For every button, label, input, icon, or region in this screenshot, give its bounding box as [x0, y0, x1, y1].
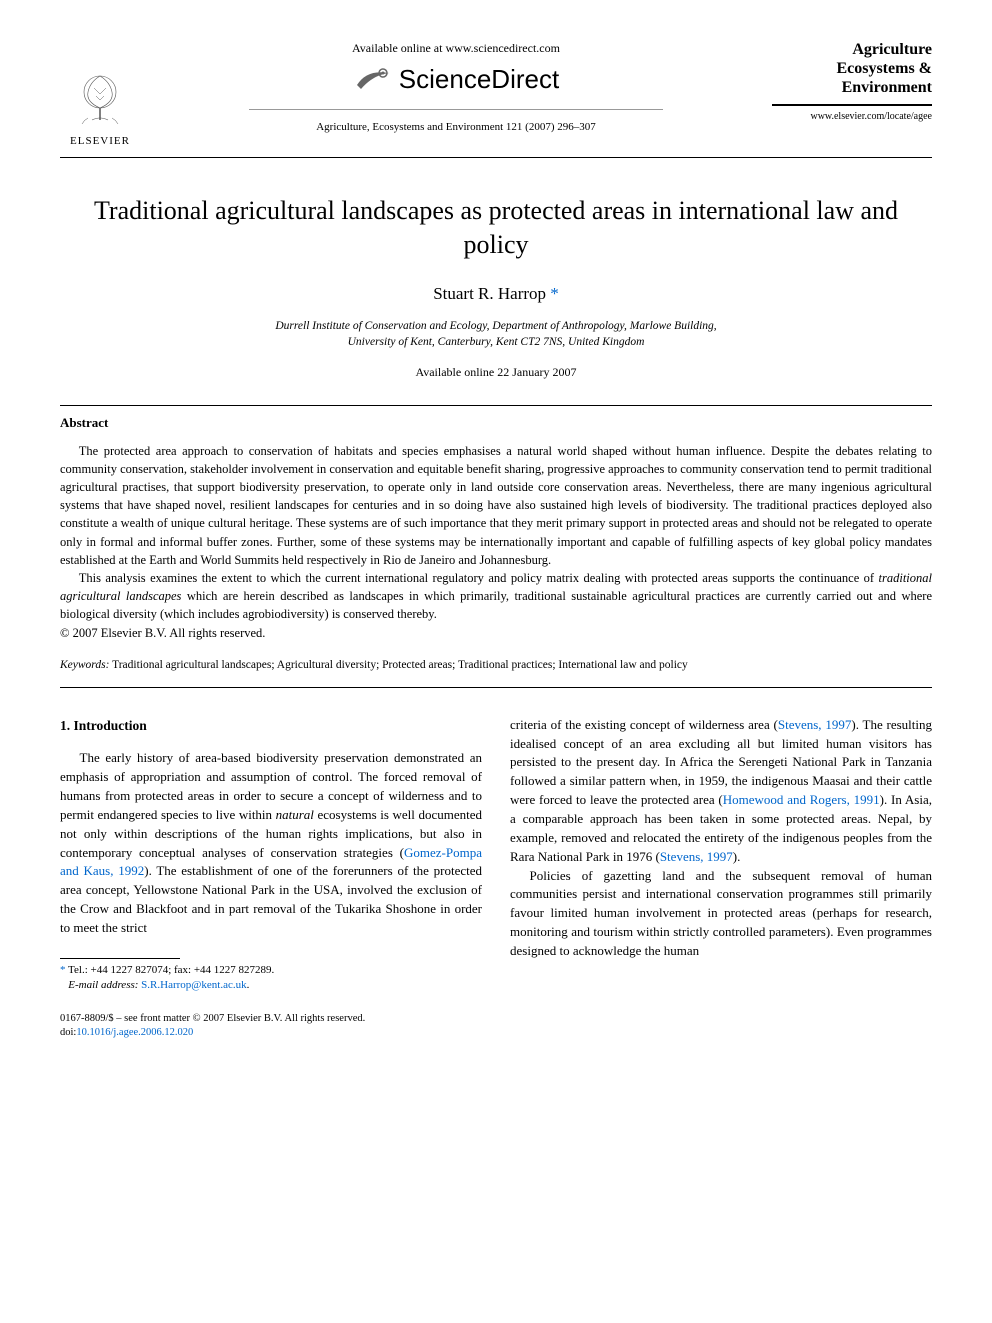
column-left: 1. Introduction The early history of are…: [60, 716, 482, 1041]
citation-link[interactable]: Homewood and Rogers, 1991: [723, 792, 880, 807]
available-online-text: Available online at www.sciencedirect.co…: [160, 40, 752, 57]
footer-doi: doi:10.1016/j.agee.2006.12.020: [60, 1026, 482, 1041]
journal-title-line: Ecosystems &: [772, 59, 932, 78]
section-1-heading: 1. Introduction: [60, 716, 482, 736]
header-rule: [249, 109, 663, 110]
keywords-text: Traditional agricultural landscapes; Agr…: [109, 659, 687, 671]
abstract-bottom-rule: [60, 687, 932, 688]
footnote-block: * Tel.: +44 1227 827074; fax: +44 1227 8…: [60, 963, 482, 994]
email-link[interactable]: S.R.Harrop@kent.ac.uk: [141, 979, 246, 991]
abstract-para-2: This analysis examines the extent to whi…: [60, 569, 932, 623]
keywords-label: Keywords:: [60, 659, 109, 671]
footnote-email: E-mail address: S.R.Harrop@kent.ac.uk.: [60, 978, 482, 993]
footnote-rule: [60, 958, 180, 959]
abstract-copyright: © 2007 Elsevier B.V. All rights reserved…: [60, 625, 932, 643]
abstract-body: The protected area approach to conservat…: [60, 442, 932, 623]
journal-block: Agriculture Ecosystems & Environment www…: [772, 40, 932, 124]
journal-title: Agriculture Ecosystems & Environment: [772, 40, 932, 106]
citation-link[interactable]: Stevens, 1997: [778, 717, 852, 732]
citation-link[interactable]: Stevens, 1997: [660, 849, 733, 864]
journal-title-line: Environment: [772, 78, 932, 97]
citation-line: Agriculture, Ecosystems and Environment …: [160, 120, 752, 135]
sciencedirect-text: ScienceDirect: [399, 61, 559, 97]
footnote-tel: * Tel.: +44 1227 827074; fax: +44 1227 8…: [60, 963, 482, 978]
center-header: Available online at www.sciencedirect.co…: [140, 40, 772, 136]
available-date: Available online 22 January 2007: [60, 364, 932, 381]
abstract-heading: Abstract: [60, 414, 932, 432]
article-title: Traditional agricultural landscapes as p…: [60, 194, 932, 262]
body-columns: 1. Introduction The early history of are…: [60, 716, 932, 1041]
column-right: criteria of the existing concept of wild…: [510, 716, 932, 1041]
keywords-line: Keywords: Traditional agricultural lands…: [60, 657, 932, 673]
elsevier-logo-block: ELSEVIER: [60, 70, 140, 149]
footer-meta: 0167-8809/$ – see front matter © 2007 El…: [60, 1012, 482, 1041]
author-line: Stuart R. Harrop *: [60, 282, 932, 306]
journal-url: www.elsevier.com/locate/agee: [772, 110, 932, 124]
sciencedirect-swoosh-icon: [353, 65, 393, 93]
abstract-top-rule: [60, 405, 932, 406]
author-corresponding-marker[interactable]: *: [550, 284, 559, 303]
section-1-para-1: The early history of area-based biodiver…: [60, 749, 482, 937]
abstract-para-1: The protected area approach to conservat…: [60, 442, 932, 569]
affiliation-text: Durrell Institute of Conservation and Ec…: [275, 320, 716, 348]
journal-title-line: Agriculture: [772, 40, 932, 59]
elsevier-label: ELSEVIER: [70, 134, 130, 149]
section-1-para-1-cont: criteria of the existing concept of wild…: [510, 716, 932, 867]
sciencedirect-logo: ScienceDirect: [160, 61, 752, 97]
footer-issn: 0167-8809/$ – see front matter © 2007 El…: [60, 1012, 482, 1027]
affiliation: Durrell Institute of Conservation and Ec…: [60, 318, 932, 350]
elsevier-tree-icon: [70, 70, 130, 130]
author-name: Stuart R. Harrop: [433, 284, 546, 303]
abstract-section: Abstract The protected area approach to …: [60, 414, 932, 643]
page-header: ELSEVIER Available online at www.science…: [60, 40, 932, 149]
section-1-para-2: Policies of gazetting land and the subse…: [510, 867, 932, 961]
doi-link[interactable]: 10.1016/j.agee.2006.12.020: [76, 1027, 193, 1038]
header-bottom-rule: [60, 157, 932, 158]
